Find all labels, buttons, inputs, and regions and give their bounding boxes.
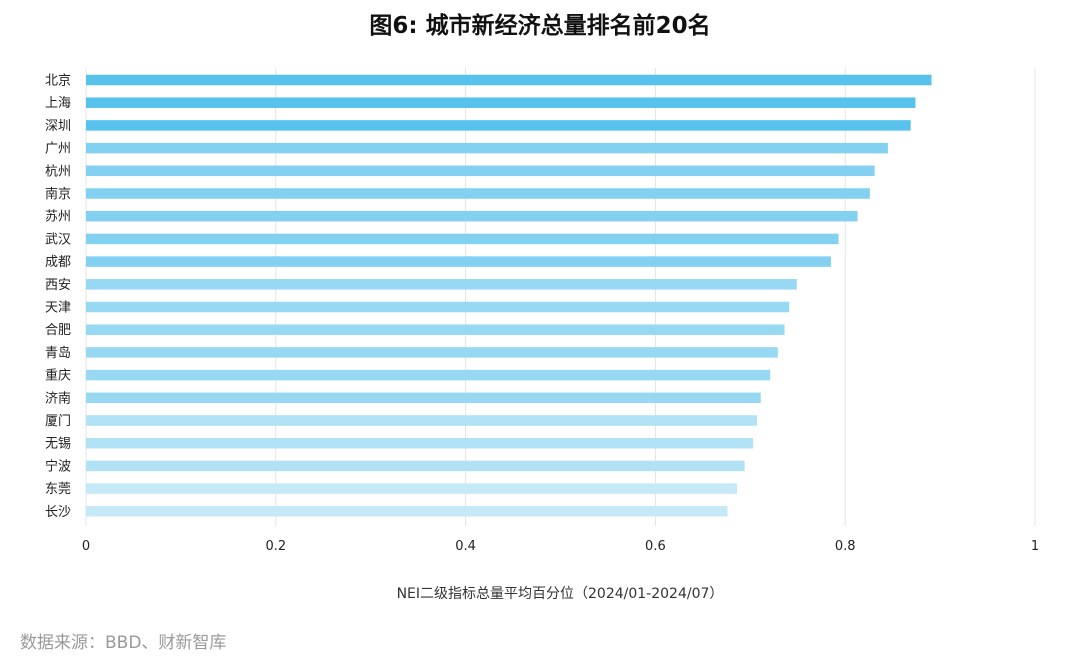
category-label: 上海 [45,96,71,111]
x-tick-label: 1 [1031,539,1039,554]
bar-宁波 [86,460,745,472]
bar-南京 [86,188,870,199]
category-label: 济南 [45,390,71,406]
bar-成都 [86,256,831,267]
bar-苏州 [86,210,858,222]
category-label: 宁波 [45,458,71,474]
bar-长沙 [86,506,728,517]
bar-深圳 [86,120,911,131]
chart-title: 图6: 城市新经济总量排名前20名 [369,13,711,39]
bar-西安 [86,279,797,290]
bar-无锡 [86,437,754,449]
category-label: 无锡 [45,437,71,452]
bar-北京 [86,74,932,86]
category-label: 西安 [45,278,71,293]
x-tick-labels: 0 0.2 0.4 0.6 0.8 1 [82,539,1039,554]
bar-青岛 [86,347,778,358]
category-label: 天津 [45,301,71,316]
bar-东莞 [86,483,738,494]
category-label: 北京 [45,74,71,89]
category-label: 青岛 [45,345,71,361]
category-label: 合肥 [45,323,71,338]
bar-天津 [86,301,790,313]
category-label: 深圳 [45,119,71,134]
data-source-note: 数据来源：BBD、财新智库 [20,633,227,653]
x-axis-label: NEI二级指标总量平均百分位（2024/01-2024/07） [396,586,724,602]
bar-厦门 [86,415,757,426]
category-label: 武汉 [45,232,71,247]
bar-杭州 [86,165,875,177]
bar-武汉 [86,233,839,245]
category-label: 厦门 [45,414,71,429]
bar-广州 [86,142,888,154]
x-tick-label: 0.2 [265,539,286,554]
x-tick-label: 0.4 [455,539,476,554]
category-label: 杭州 [45,164,71,179]
x-tick-label: 0.8 [835,539,856,554]
x-tick-label: 0.6 [645,539,666,554]
bar-重庆 [86,369,771,381]
category-label: 广州 [45,142,71,157]
gridlines [85,68,1036,526]
category-label: 重庆 [45,368,71,384]
bars [86,74,932,517]
category-label: 南京 [45,186,71,202]
category-label: 成都 [45,255,71,270]
bar-济南 [86,392,761,404]
category-label: 长沙 [45,505,71,520]
bar-合肥 [86,324,785,335]
x-tick-label: 0 [82,539,90,554]
category-label: 苏州 [45,209,71,225]
bar-上海 [86,97,916,108]
category-label: 东莞 [45,482,71,497]
